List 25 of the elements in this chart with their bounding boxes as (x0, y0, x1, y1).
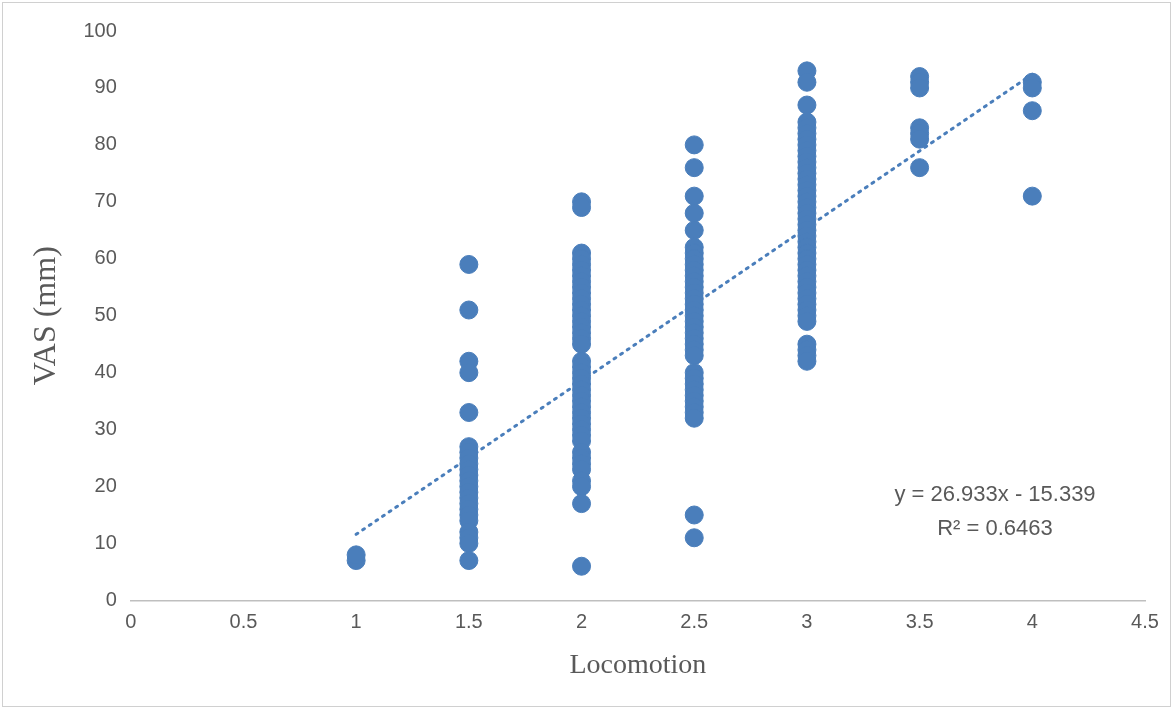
x-tick-label: 2.5 (680, 609, 709, 632)
x-tick-label: 1.5 (454, 609, 483, 632)
x-tick-label: 3 (801, 609, 813, 632)
x-tick-label: 1 (350, 609, 362, 632)
x-tick-label: 2 (575, 609, 588, 632)
x-tick-label: 4 (1026, 609, 1038, 632)
x-tick-label: 4.5 (1131, 609, 1159, 632)
x-axis-title: Locomotion (569, 647, 707, 679)
x-tick-label: 0.5 (229, 609, 258, 632)
y-tick-label: 70 (94, 189, 117, 212)
y-tick-label: 30 (94, 417, 117, 440)
y-tick-label: 20 (94, 474, 117, 497)
annotation: R² = 0.6463 (937, 515, 1053, 541)
y-tick-label: 100 (83, 18, 117, 41)
y-tick-label: 0 (105, 587, 117, 610)
annotation: y = 26.933x - 15.339 (894, 481, 1096, 507)
y-tick-label: 60 (94, 246, 117, 269)
y-tick-label: 80 (94, 132, 117, 155)
y-tick-label: 50 (94, 303, 117, 326)
y-tick-label: 10 (94, 530, 117, 553)
x-tick-label: 3.5 (905, 609, 934, 632)
x-tick-label: 0 (125, 609, 137, 632)
y-axis-title: VAS (mm) (25, 246, 62, 386)
y-tick-label: 40 (94, 360, 117, 383)
y-tick-label: 90 (94, 75, 117, 98)
